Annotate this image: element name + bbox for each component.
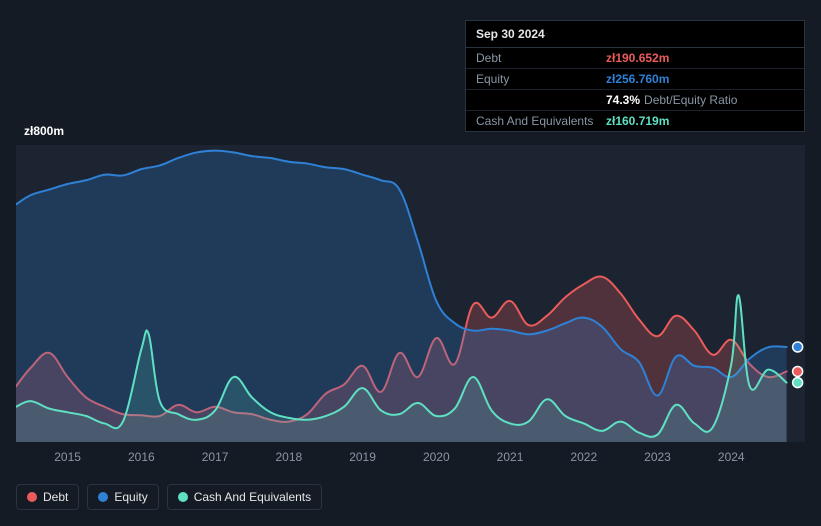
tooltip-row-label: Equity	[476, 72, 606, 86]
x-axis-tick: 2024	[718, 450, 745, 464]
tooltip-date: Sep 30 2024	[466, 21, 804, 48]
tooltip-row-label: Cash And Equivalents	[476, 114, 606, 128]
tooltip-row: Debtzł190.652m	[466, 48, 804, 69]
x-axis-tick: 2022	[570, 450, 597, 464]
tooltip-row-suffix: Debt/Equity Ratio	[644, 93, 737, 107]
tooltip-rows: Debtzł190.652mEquityzł256.760m74.3%Debt/…	[466, 48, 804, 131]
tooltip-row-value: 74.3%Debt/Equity Ratio	[606, 93, 737, 107]
end-marker-debt	[793, 366, 803, 376]
financials-chart: zł800mzł0 201520162017201820192020202120…	[0, 0, 821, 526]
tooltip-row-label: Debt	[476, 51, 606, 65]
legend-swatch	[27, 492, 37, 502]
legend-label: Cash And Equivalents	[194, 490, 311, 504]
x-axis-tick: 2018	[275, 450, 302, 464]
y-axis-label: zł800m	[24, 124, 64, 138]
legend-item-equity[interactable]: Equity	[87, 484, 158, 510]
x-axis-tick: 2017	[202, 450, 229, 464]
tooltip-row-label	[476, 93, 606, 107]
legend-label: Debt	[43, 490, 68, 504]
chart-legend: Debt Equity Cash And Equivalents	[16, 484, 322, 510]
end-marker-cash	[793, 378, 803, 388]
end-marker-equity	[793, 342, 803, 352]
x-axis-tick: 2015	[54, 450, 81, 464]
chart-svg	[16, 145, 805, 442]
tooltip-row: Equityzł256.760m	[466, 69, 804, 90]
x-axis-tick: 2016	[128, 450, 155, 464]
tooltip-row-value: zł160.719m	[606, 114, 669, 128]
x-axis-tick: 2019	[349, 450, 376, 464]
legend-swatch	[178, 492, 188, 502]
tooltip-row-value: zł256.760m	[606, 72, 669, 86]
x-axis-tick: 2020	[423, 450, 450, 464]
legend-label: Equity	[114, 490, 147, 504]
x-axis-tick: 2023	[644, 450, 671, 464]
tooltip-row: Cash And Equivalentszł160.719m	[466, 111, 804, 131]
legend-swatch	[98, 492, 108, 502]
x-axis-tick: 2021	[497, 450, 524, 464]
legend-item-debt[interactable]: Debt	[16, 484, 79, 510]
plot-area[interactable]	[16, 145, 805, 442]
tooltip-row: 74.3%Debt/Equity Ratio	[466, 90, 804, 111]
chart-tooltip: Sep 30 2024 Debtzł190.652mEquityzł256.76…	[465, 20, 805, 132]
legend-item-cash-and-equivalents[interactable]: Cash And Equivalents	[167, 484, 322, 510]
tooltip-row-value: zł190.652m	[606, 51, 669, 65]
